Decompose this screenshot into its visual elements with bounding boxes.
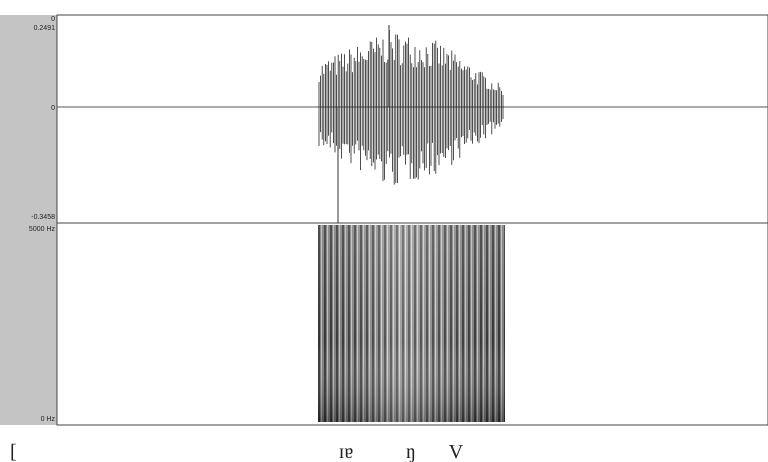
bracket: [ [10, 441, 17, 462]
marker-label: 0 [51, 16, 55, 23]
waveform [318, 30, 504, 185]
segment: ɪɐ [339, 441, 354, 462]
freq-max-label: 5000 Hz [29, 226, 56, 233]
freq-min-label: 0 Hz [41, 416, 56, 423]
segment: V [449, 441, 464, 462]
wave-min-label: -0.3458 [31, 214, 55, 221]
spectrogram-shade [318, 225, 505, 422]
left-margin [0, 15, 57, 425]
wave-zero-label: 0 [51, 105, 55, 112]
segment: ŋ [406, 441, 416, 462]
wave-max-label: 0.2491 [34, 25, 56, 32]
